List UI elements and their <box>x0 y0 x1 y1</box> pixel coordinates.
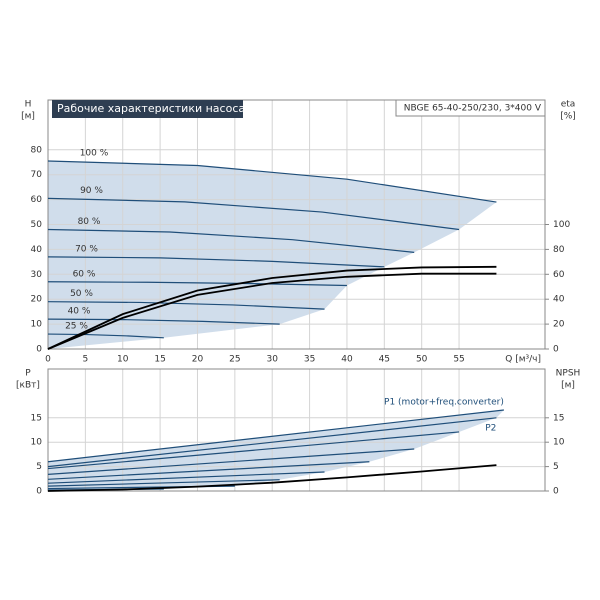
y-tick-label: 80 <box>31 145 43 155</box>
speed-label: 80 % <box>78 217 101 227</box>
y-axis-label: H <box>25 100 32 110</box>
x-tick-label: 20 <box>192 355 204 365</box>
y-tick-label: 40 <box>31 245 43 255</box>
x-tick-label: 10 <box>117 355 129 365</box>
x-tick-label: 25 <box>229 355 240 365</box>
secondary-curve <box>47 272 497 350</box>
curve <box>47 281 347 287</box>
x-tick-label: 45 <box>379 355 390 365</box>
y-tick-label: 0 <box>36 345 42 355</box>
curve <box>47 409 504 463</box>
curve <box>47 333 164 339</box>
curve <box>47 318 280 325</box>
y2-tick-label: 40 <box>553 295 565 305</box>
y-tick-label: 70 <box>31 170 43 180</box>
y2-tick-label: 20 <box>553 320 565 330</box>
model-box <box>395 99 546 117</box>
x-tick-label: 15 <box>154 355 165 365</box>
secondary-curve <box>47 464 497 492</box>
speed-label: 50 % <box>70 289 93 299</box>
plot-frame <box>47 368 546 492</box>
y2-tick-label: 5 <box>553 462 559 472</box>
speed-label: 70 % <box>75 244 98 254</box>
curve <box>47 479 280 487</box>
y2-tick-label: 60 <box>553 270 565 280</box>
curve <box>47 417 497 468</box>
curve <box>47 256 385 268</box>
y2-tick-label: 0 <box>553 345 559 355</box>
x-tick-label: 0 <box>45 355 51 365</box>
y-axis-unit: [кВт] <box>16 381 40 391</box>
speed-label: 60 % <box>73 269 96 279</box>
series-label: P1 (motor+freq.converter) <box>384 397 504 407</box>
speed-label: 25 % <box>65 322 88 332</box>
model-label: NBGE 65-40-250/230, 3*400 V <box>404 104 542 114</box>
y-axis-unit: [м] <box>21 112 35 122</box>
y2-tick-label: 10 <box>553 438 565 448</box>
x-tick-label: 40 <box>341 355 353 365</box>
y2-tick-label: 15 <box>553 413 564 423</box>
y-tick-label: 5 <box>36 462 42 472</box>
speed-label: 100 % <box>80 149 109 159</box>
y-tick-label: 15 <box>31 413 42 423</box>
curve <box>47 228 415 253</box>
y2-axis-label: eta <box>561 100 576 110</box>
y2-axis-unit: [%] <box>560 112 576 122</box>
speed-label: 90 % <box>80 186 103 196</box>
x-tick-label: 55 <box>453 355 464 365</box>
curve <box>47 197 460 231</box>
y2-tick-label: 80 <box>553 245 565 255</box>
y-tick-label: 0 <box>36 487 42 497</box>
secondary-curve <box>47 265 497 350</box>
title-box <box>52 100 243 118</box>
curve <box>47 448 415 476</box>
x-axis-label: Q [м³/ч] <box>505 355 541 365</box>
y2-tick-label: 100 <box>553 220 570 230</box>
series-label: P2 <box>485 423 496 433</box>
y-tick-label: 30 <box>31 270 43 280</box>
curve <box>47 301 325 310</box>
curve <box>47 160 497 203</box>
x-tick-label: 35 <box>304 355 315 365</box>
y-tick-label: 20 <box>31 295 43 305</box>
curve <box>47 431 460 470</box>
y2-tick-label: 0 <box>553 487 559 497</box>
operating-area <box>48 409 504 491</box>
plot-frame <box>47 99 546 350</box>
y-tick-label: 50 <box>31 220 43 230</box>
x-tick-label: 30 <box>266 355 278 365</box>
y-tick-label: 10 <box>31 320 43 330</box>
x-tick-label: 50 <box>416 355 428 365</box>
chart-title: Рабочие характеристики насоса <box>57 102 245 115</box>
y-tick-label: 60 <box>31 195 43 205</box>
speed-label: 40 % <box>68 307 91 317</box>
y2-axis-label: NPSH <box>556 369 581 379</box>
y-tick-label: 10 <box>31 438 43 448</box>
y-axis-label: P <box>25 369 31 379</box>
curve <box>47 471 325 484</box>
x-tick-label: 5 <box>83 355 89 365</box>
curve <box>47 461 370 480</box>
y2-axis-unit: [м] <box>561 381 575 391</box>
